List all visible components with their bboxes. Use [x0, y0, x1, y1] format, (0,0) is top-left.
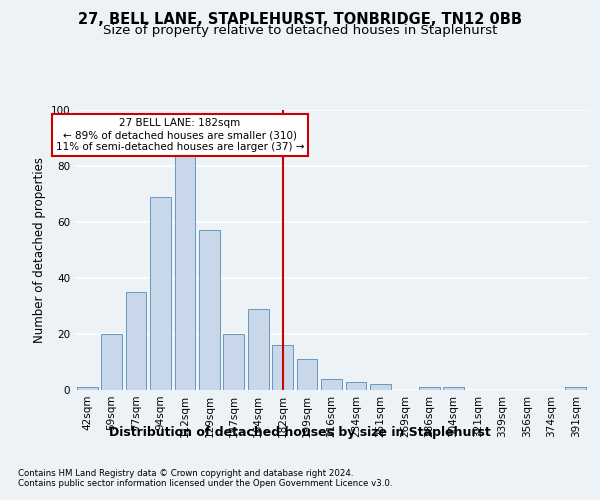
Bar: [223, 334, 244, 390]
Bar: [321, 379, 342, 390]
Text: Size of property relative to detached houses in Staplehurst: Size of property relative to detached ho…: [103, 24, 497, 37]
Text: 27, BELL LANE, STAPLEHURST, TONBRIDGE, TN12 0BB: 27, BELL LANE, STAPLEHURST, TONBRIDGE, T…: [78, 12, 522, 28]
Bar: [443, 387, 464, 390]
Bar: [419, 387, 440, 390]
Bar: [175, 155, 196, 390]
Y-axis label: Number of detached properties: Number of detached properties: [34, 157, 46, 343]
Bar: [346, 382, 367, 390]
Bar: [296, 359, 317, 390]
Bar: [125, 292, 146, 390]
Bar: [150, 197, 171, 390]
Text: Distribution of detached houses by size in Staplehurst: Distribution of detached houses by size …: [109, 426, 491, 439]
Bar: [370, 384, 391, 390]
Text: 27 BELL LANE: 182sqm
← 89% of detached houses are smaller (310)
11% of semi-deta: 27 BELL LANE: 182sqm ← 89% of detached h…: [56, 118, 304, 152]
Bar: [199, 230, 220, 390]
Bar: [101, 334, 122, 390]
Bar: [272, 345, 293, 390]
Bar: [77, 387, 98, 390]
Text: Contains HM Land Registry data © Crown copyright and database right 2024.: Contains HM Land Registry data © Crown c…: [18, 469, 353, 478]
Bar: [248, 309, 269, 390]
Text: Contains public sector information licensed under the Open Government Licence v3: Contains public sector information licen…: [18, 479, 392, 488]
Bar: [565, 387, 586, 390]
